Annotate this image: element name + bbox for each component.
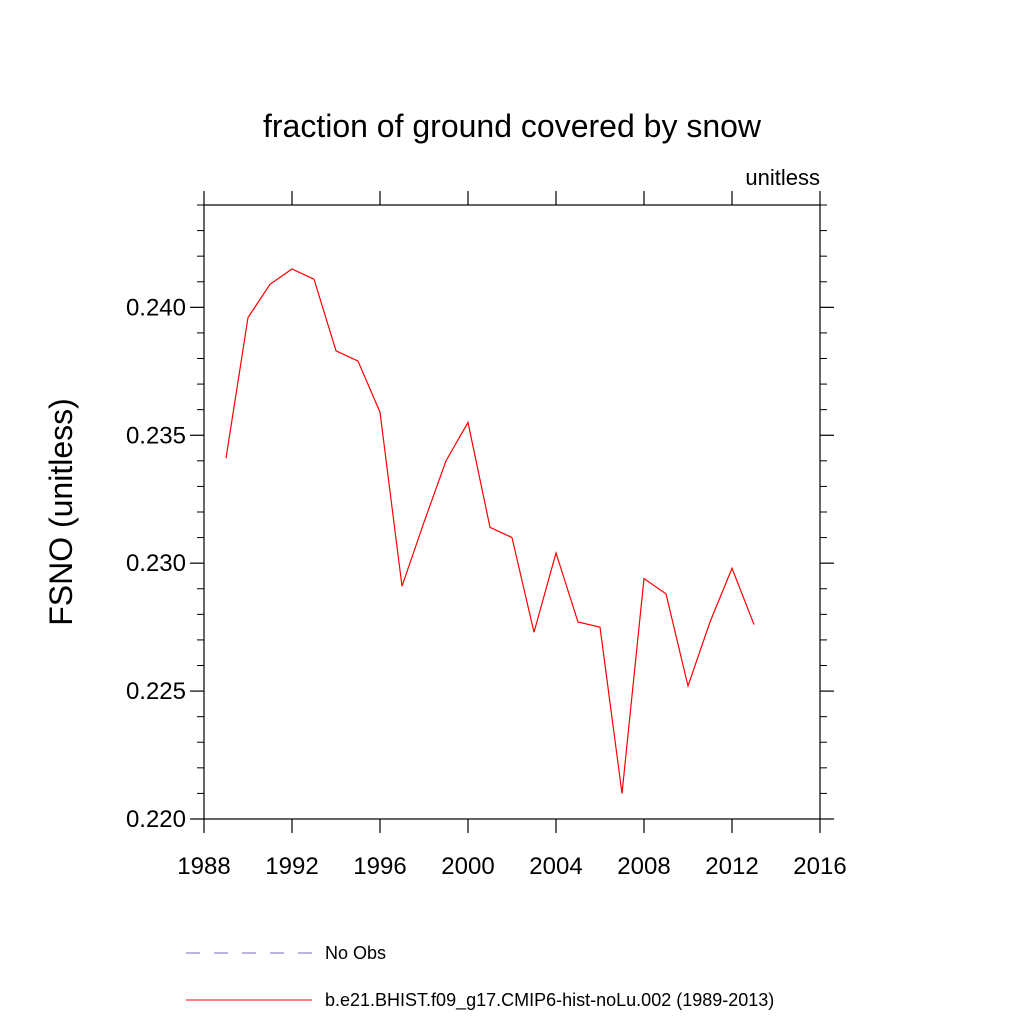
x-tick-label: 1996 <box>353 853 406 880</box>
x-tick-label: 2000 <box>441 853 494 880</box>
y-tick-label: 0.240 <box>126 294 186 321</box>
axis-ticks <box>190 191 834 833</box>
x-tick-label: 1988 <box>177 853 230 880</box>
x-tick-label: 1992 <box>265 853 318 880</box>
legend-label-no-obs: No Obs <box>325 943 386 963</box>
y-axis-label: FSNO (unitless) <box>43 398 79 626</box>
y-tick-label: 0.230 <box>126 550 186 577</box>
plot-frame <box>203 204 821 820</box>
chart-title: fraction of ground covered by snow <box>263 108 762 144</box>
x-tick-label: 2008 <box>617 853 670 880</box>
x-tick-label: 2004 <box>529 853 582 880</box>
legend: No Obs b.e21.BHIST.f09_g17.CMIP6-hist-no… <box>186 943 774 1011</box>
x-tick-labels: 1988 1992 1996 2000 2004 2008 2012 2016 <box>177 853 846 880</box>
series-layer <box>225 268 755 794</box>
y-tick-label: 0.220 <box>126 806 186 833</box>
units-label: unitless <box>745 165 820 190</box>
y-tick-labels: 0.220 0.225 0.230 0.235 0.240 <box>126 294 186 833</box>
x-tick-label: 2016 <box>793 853 846 880</box>
series-line <box>225 268 755 794</box>
x-tick-label: 2012 <box>705 853 758 880</box>
y-tick-label: 0.235 <box>126 422 186 449</box>
legend-label-series: b.e21.BHIST.f09_g17.CMIP6-hist-noLu.002 … <box>325 990 774 1011</box>
y-tick-label: 0.225 <box>126 678 186 705</box>
